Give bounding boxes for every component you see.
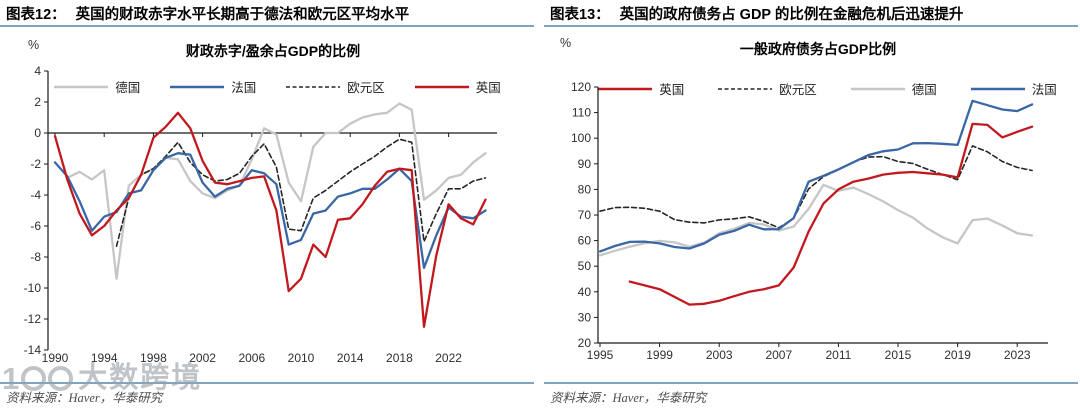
x-tick-label: 2014 <box>337 351 364 365</box>
series-line-2 <box>598 183 1034 257</box>
legend-line-swatch <box>170 85 225 88</box>
x-tick-label: 2019 <box>944 348 971 362</box>
legend-item-1: 法国 <box>170 77 256 96</box>
legend-label: 欧元区 <box>779 83 817 97</box>
x-tick-label: 2022 <box>435 351 462 365</box>
figure-13-header: 图表13： 英国的政府债务占 GDP 的比例在金融危机后迅速提升 <box>544 3 1078 27</box>
legend-line-swatch <box>850 87 905 90</box>
legend-item-0: 英国 <box>598 79 684 98</box>
x-tick-label: 2003 <box>706 348 733 362</box>
right-chart-unit-label: % <box>560 36 572 50</box>
legend-line-swatch <box>598 87 653 90</box>
left-chart-legend: 德国 法国 欧元区 英国 <box>50 77 505 96</box>
legend-line-swatch <box>54 85 109 88</box>
y-tick-label: 2 <box>34 95 41 109</box>
watermark-text: 大数跨境 <box>78 362 203 394</box>
y-tick-label: -14 <box>24 343 42 357</box>
y-tick-label: 80 <box>578 182 592 196</box>
legend-item-0: 德国 <box>54 77 140 96</box>
x-tick-label: 1999 <box>646 348 673 362</box>
legend-label: 英国 <box>475 81 501 95</box>
x-tick-label: 1995 <box>587 348 614 362</box>
x-tick-label: 2007 <box>765 348 792 362</box>
watermark-logo-icon: 1 <box>2 363 74 394</box>
y-tick-label: 50 <box>578 259 592 273</box>
x-tick-label: 2006 <box>238 351 265 365</box>
legend-item-2: 欧元区 <box>286 77 385 96</box>
legend-item-3: 英国 <box>414 77 501 96</box>
y-tick-label: 70 <box>578 208 592 222</box>
y-tick-label: 30 <box>578 310 592 324</box>
legend-item-3: 法国 <box>970 79 1057 98</box>
y-tick-label: -12 <box>24 312 42 326</box>
legend-label: 法国 <box>231 81 257 95</box>
watermark: 1 大数跨境 <box>2 362 203 395</box>
figure-13-title: 英国的政府债务占 GDP 的比例在金融危机后迅速提升 <box>619 7 964 23</box>
y-tick-label: -4 <box>30 188 41 202</box>
y-tick-label: 0 <box>34 126 41 140</box>
legend-label: 法国 <box>1031 83 1057 97</box>
legend-label: 德国 <box>911 83 937 97</box>
legend-item-1: 欧元区 <box>718 79 817 98</box>
y-tick-label: 100 <box>571 131 591 145</box>
x-tick-label: 1990 <box>42 351 69 365</box>
legend-label: 德国 <box>115 81 141 95</box>
legend-line-swatch <box>718 87 773 90</box>
right-bottom-rule <box>544 382 1078 384</box>
y-tick-label: 40 <box>578 285 592 299</box>
x-tick-label: 2023 <box>1004 348 1031 362</box>
series-line-3 <box>598 99 1034 253</box>
y-tick-label: -6 <box>30 219 41 233</box>
y-tick-label: 60 <box>578 234 592 248</box>
legend-label: 欧元区 <box>347 81 385 95</box>
right-chart-legend: 英国 欧元区 德国 法国 <box>598 79 1057 98</box>
right-chart-title: 一般政府债务占GDP比例 <box>739 41 897 57</box>
x-tick-label: 1994 <box>91 351 118 365</box>
figure-12-title: 英国的财政赤字水平长期高于德法和欧元区平均水平 <box>75 7 410 23</box>
y-tick-label: -10 <box>24 281 42 295</box>
y-tick-label: 20 <box>578 336 592 350</box>
x-tick-label: 2002 <box>189 351 216 365</box>
series-line-3 <box>53 111 487 328</box>
y-tick-label: 4 <box>34 64 41 78</box>
y-tick-label: 110 <box>572 106 591 120</box>
figure-13-label: 图表13： <box>550 7 610 23</box>
figure-12-label: 图表12： <box>6 7 66 23</box>
y-tick-label: 90 <box>578 157 592 171</box>
left-chart-title: 财政赤字/盈余占GDP的比例 <box>185 43 361 59</box>
x-tick-label: 2011 <box>825 348 851 362</box>
left-bottom-rule <box>0 382 534 384</box>
legend-label: 英国 <box>659 83 685 97</box>
series-line-1 <box>599 145 1033 229</box>
legend-line-swatch <box>286 85 341 88</box>
left-source-note: 资料来源：Haver，华泰研究 <box>6 391 163 405</box>
x-tick-label: 2015 <box>885 348 912 362</box>
legend-line-swatch <box>414 85 469 88</box>
legend-item-2: 德国 <box>850 79 937 98</box>
x-tick-label: 1998 <box>140 351 167 365</box>
series-line-2 <box>115 138 487 247</box>
x-tick-label: 2018 <box>386 351 413 365</box>
y-tick-label: -8 <box>30 250 41 264</box>
figure-12-header: 图表12： 英国的财政赤字水平长期高于德法和欧元区平均水平 <box>0 3 534 27</box>
right-source-note: 资料来源：Haver，华泰研究 <box>550 391 707 405</box>
series-line-0 <box>628 122 1034 306</box>
series-line-0 <box>66 102 487 280</box>
y-tick-label: 120 <box>571 80 591 94</box>
left-chart-unit-label: % <box>28 38 40 52</box>
y-tick-label: -2 <box>30 157 41 171</box>
x-tick-label: 2010 <box>288 351 315 365</box>
legend-line-swatch <box>970 87 1025 90</box>
